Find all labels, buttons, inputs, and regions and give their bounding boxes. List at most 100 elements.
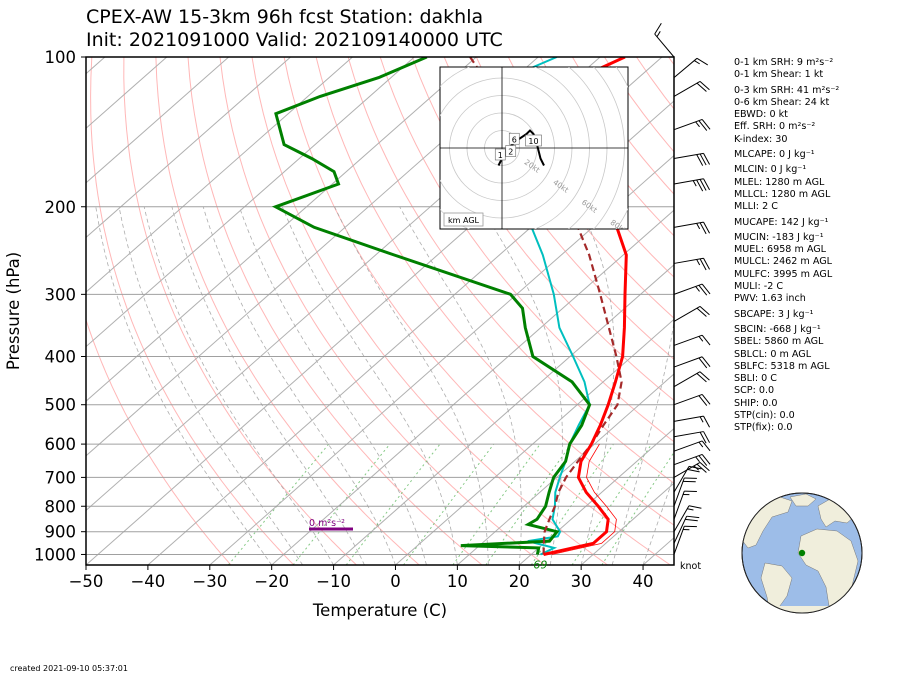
barb-feather xyxy=(686,515,700,519)
mixing-ratio-line xyxy=(345,443,441,565)
sounding-index: K-index: 30 xyxy=(734,133,788,145)
sounding-index: SHIP: 0.0 xyxy=(734,397,778,409)
moist-adiabat xyxy=(143,206,334,565)
barb-half-feather xyxy=(694,60,700,65)
wind-barb xyxy=(673,440,711,452)
sounding-index: MULFC: 3995 m AGL xyxy=(734,268,833,280)
wind-barb xyxy=(673,221,711,235)
barb-feather xyxy=(696,307,707,317)
barb-feather xyxy=(701,334,711,346)
barb-feather xyxy=(699,371,710,381)
y-tick-label: 1000 xyxy=(34,545,76,564)
x-tick-label: −10 xyxy=(316,572,351,591)
land-antarctica-edge xyxy=(752,606,852,613)
wind-barb xyxy=(673,477,697,507)
moist-adiabat xyxy=(118,206,303,565)
sounding-index: MULCL: 2462 m AGL xyxy=(734,256,833,268)
wind-barb xyxy=(673,118,711,131)
barb-half-feather xyxy=(699,416,704,423)
barb-shaft xyxy=(673,152,704,160)
sounding-index: SBLCL: 0 m AGL xyxy=(734,348,812,360)
barb-feather xyxy=(703,153,711,165)
land-greenland xyxy=(789,493,817,507)
x-tick-label: 40 xyxy=(633,572,654,591)
barb-half-feather xyxy=(656,31,661,37)
barb-half-feather xyxy=(695,286,700,292)
hodo-height-label: 10 xyxy=(528,137,538,146)
dry-adiabat xyxy=(123,57,357,565)
moist-adiabat xyxy=(334,206,489,565)
axes: −50 −40 −30 −20 −10 0 10 20 30 40 100 200 300 400 500 6… xyxy=(34,48,654,591)
created-timestamp: created 2021-09-10 05:37:01 xyxy=(10,664,128,673)
location-globe xyxy=(741,492,863,614)
wind-barb xyxy=(673,152,711,166)
sounding-index: 0-6 km Shear: 24 kt xyxy=(734,96,830,108)
isotherm xyxy=(518,427,674,565)
barb-shaft xyxy=(673,221,704,228)
dry-adiabat xyxy=(86,318,232,565)
barb-feather xyxy=(703,415,711,428)
barb-feather xyxy=(703,431,711,443)
barb-shaft xyxy=(673,178,704,185)
x-tick-label: −30 xyxy=(192,572,227,591)
srh-label: 0 m²s⁻² xyxy=(309,518,345,529)
barb-feather xyxy=(687,468,700,473)
sounding-index: SBEL: 5860 m AGL xyxy=(734,336,824,348)
sounding-index: MLCIN: 0 J kg⁻¹ xyxy=(734,164,807,176)
y-tick-label: 200 xyxy=(45,198,77,217)
barb-shaft xyxy=(673,440,703,452)
y-tick-label: 800 xyxy=(45,497,77,516)
y-tick-label: 700 xyxy=(45,468,77,487)
barb-feather xyxy=(701,356,711,367)
mixing-ratio-line xyxy=(292,443,391,565)
dry-adiabat xyxy=(187,57,483,565)
wind-barb xyxy=(673,334,711,346)
barb-shaft xyxy=(673,526,685,555)
x-tick-label: −20 xyxy=(254,572,289,591)
barb-half-feather xyxy=(696,223,701,230)
barb-feather xyxy=(699,222,707,235)
dry-adiabat xyxy=(219,57,546,565)
hodo-height-box xyxy=(505,145,517,157)
wind-barb xyxy=(673,80,710,97)
barb-shaft xyxy=(673,118,703,131)
dry-adiabat xyxy=(829,57,906,565)
dry-adiabat xyxy=(155,57,420,565)
x-tick-label: −50 xyxy=(69,572,104,591)
x-tick-label: 0 xyxy=(390,572,401,591)
wind-barb xyxy=(673,465,702,493)
isotherm xyxy=(147,100,674,565)
wind-barb xyxy=(673,393,711,406)
moist-adiabat xyxy=(202,206,396,565)
wind-barb xyxy=(673,305,710,322)
sounding-index: SBCAPE: 3 J kg⁻¹ xyxy=(734,308,814,320)
wind-barb xyxy=(673,356,711,369)
dry-adiabat xyxy=(411,57,674,402)
barb-half-feather xyxy=(687,508,694,511)
y-tick-label: 400 xyxy=(45,348,77,367)
sounding-index: PWV: 1.63 inch xyxy=(734,293,806,305)
y-tick-label: 300 xyxy=(45,285,77,304)
y-tick-label: 500 xyxy=(45,396,77,415)
wind-barb xyxy=(654,22,675,58)
x-tick-label: 10 xyxy=(447,572,468,591)
barb-half-feather xyxy=(698,441,704,448)
barb-half-feather xyxy=(695,456,700,463)
surface-label: 69 xyxy=(533,558,547,571)
barb-feather xyxy=(698,284,708,296)
sounding-index: STP(cin): 0.0 xyxy=(734,410,795,422)
dry-adiabat xyxy=(861,57,906,565)
wind-barb xyxy=(673,461,710,478)
isotherm xyxy=(86,57,477,402)
station-marker xyxy=(798,549,806,557)
barb-feather xyxy=(696,179,704,192)
barb-feather xyxy=(701,440,711,452)
barb-shaft xyxy=(673,393,703,406)
barb-shaft xyxy=(673,431,704,438)
barb-feather xyxy=(654,22,662,35)
barb-feather xyxy=(696,373,707,383)
wind-barb xyxy=(673,515,700,544)
barb-shaft xyxy=(673,305,701,322)
y-axis-label: Pressure (hPa) xyxy=(4,252,23,370)
